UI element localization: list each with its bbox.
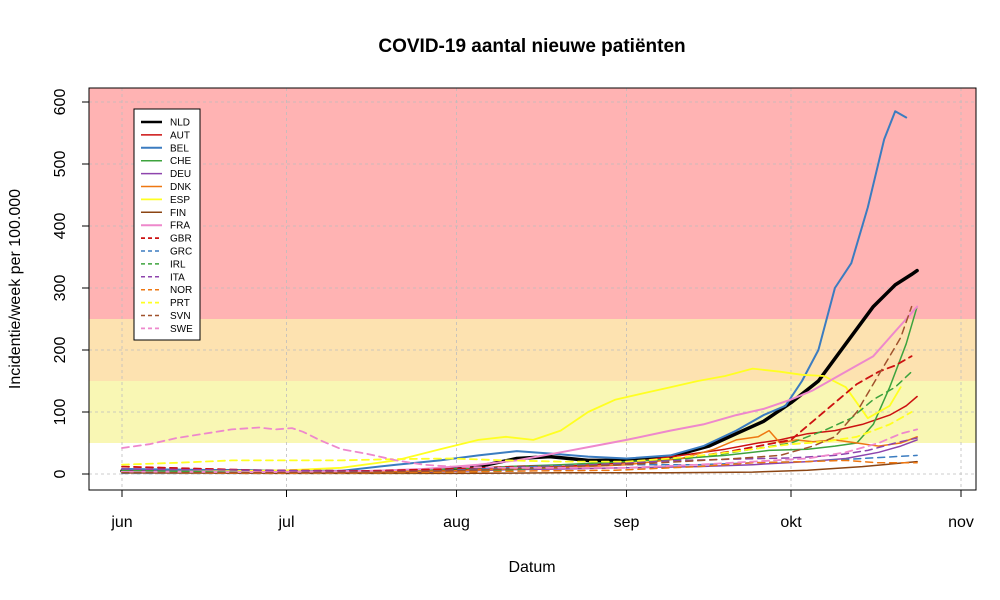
legend-label-nor: NOR [170, 285, 192, 296]
legend-label-ita: ITA [170, 272, 185, 283]
legend-label-prt: PRT [170, 298, 190, 309]
legend-label-fra: FRA [170, 221, 190, 232]
legend-label-che: CHE [170, 156, 191, 167]
legend-label-aut: AUT [170, 130, 190, 141]
x-tick-label-okt: okt [780, 514, 802, 531]
y-tick-label-0: 0 [52, 469, 69, 478]
x-tick-label-aug: aug [443, 514, 470, 531]
legend-label-dnk: DNK [170, 182, 191, 193]
legend-label-irl: IRL [170, 259, 186, 270]
x-tick-label-sep: sep [614, 514, 640, 531]
y-axis-label: Incidentie/week per 100.000 [7, 189, 24, 389]
series-line-esp [121, 367, 902, 474]
series-line-svn [121, 305, 913, 474]
risk-bands [89, 88, 976, 474]
series-line-fra [121, 305, 919, 474]
legend-label-nld: NLD [170, 118, 190, 129]
y-tick-label-400: 400 [52, 213, 69, 240]
legend-label-fin: FIN [170, 208, 186, 219]
x-axis-label: Datum [508, 559, 555, 576]
legend-label-deu: DEU [170, 169, 191, 180]
legend-label-esp: ESP [170, 195, 190, 206]
series-line-bel [121, 110, 908, 472]
x-tick-label-jul: jul [278, 514, 295, 531]
series-line-prt [121, 411, 913, 466]
legend-label-svn: SVN [170, 311, 191, 322]
y-tick-label-500: 500 [52, 151, 69, 178]
y-tick-label-300: 300 [52, 275, 69, 302]
legend-label-grc: GRC [170, 247, 192, 258]
legend-label-swe: SWE [170, 324, 193, 335]
x-tick-label-jun: jun [110, 514, 132, 531]
legend-label-bel: BEL [170, 143, 189, 154]
x-axis: jun jul aug sep okt nov [110, 489, 974, 531]
y-tick-label-600: 600 [52, 89, 69, 116]
risk-band-3 [89, 88, 976, 319]
x-tick-label-nov: nov [948, 514, 974, 531]
series-line-ita [121, 437, 918, 473]
y-axis: 0 100 200 300 400 500 600 [52, 89, 90, 478]
chart-title: COVID-19 aantal nieuwe patiënten [378, 36, 685, 57]
grid [89, 88, 976, 490]
legend-label-gbr: GBR [170, 234, 192, 245]
series-lines [120, 110, 919, 475]
y-tick-label-100: 100 [52, 399, 69, 426]
y-tick-label-200: 200 [52, 337, 69, 364]
series-line-swe [121, 426, 918, 469]
